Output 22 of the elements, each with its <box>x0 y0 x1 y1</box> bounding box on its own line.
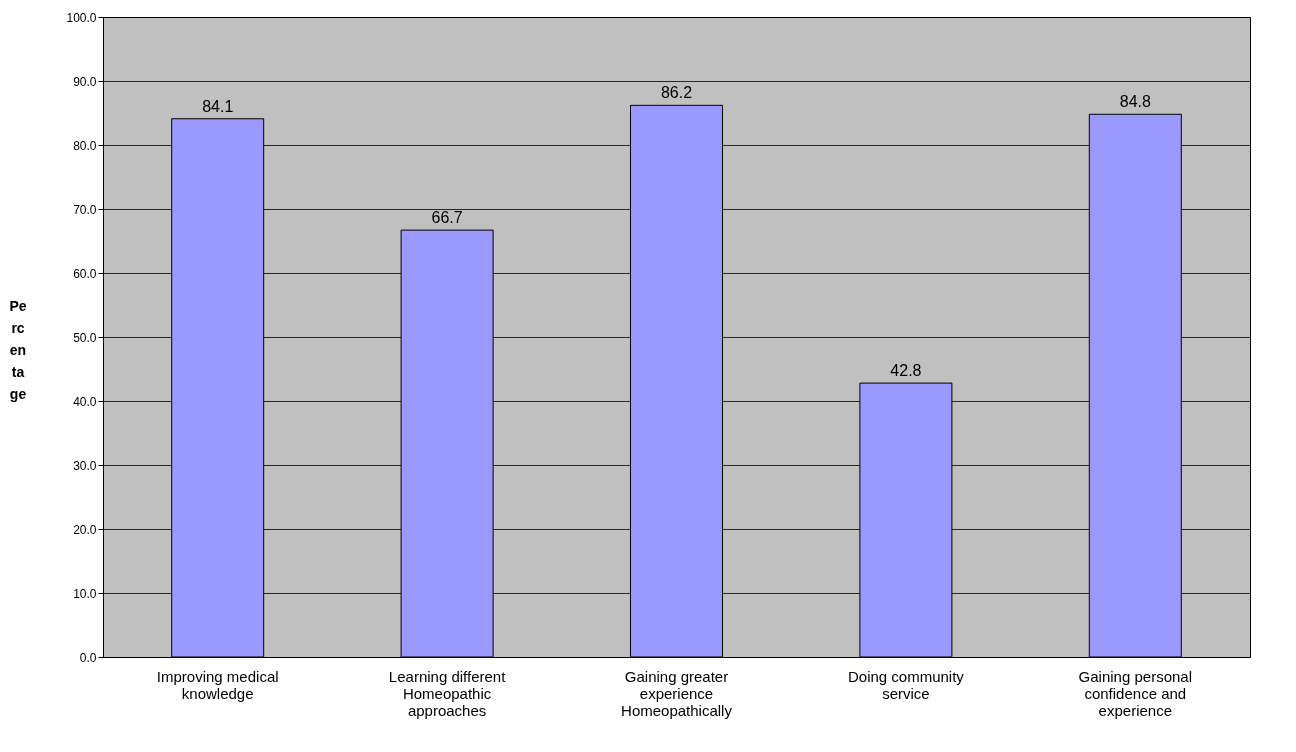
data-label: 42.8 <box>890 362 922 380</box>
y-tick-label: 90.0 <box>73 74 97 89</box>
data-label: 84.1 <box>202 97 234 115</box>
y-tick-label: 80.0 <box>73 138 97 153</box>
x-tick-label: Learning different Homeopathic approaches <box>388 667 507 719</box>
data-label: 66.7 <box>431 209 463 227</box>
data-label: 86.2 <box>660 84 693 102</box>
x-tick-label: Improving medical knowledge <box>156 667 279 702</box>
y-tick-label: 100.0 <box>66 10 97 25</box>
y-tick-label: 20.0 <box>73 522 97 537</box>
x-tick-label: Gaining personal confidence and experience <box>1078 667 1193 719</box>
data-label: 84.8 <box>1119 93 1151 111</box>
y-tick-label: 30.0 <box>73 458 97 473</box>
y-tick-label: 70.0 <box>73 202 97 217</box>
y-axis-title: Percentage <box>9 298 27 402</box>
y-tick-label: 10.0 <box>73 586 97 601</box>
y-tick-label: 0.0 <box>79 650 97 665</box>
y-tick-label: 60.0 <box>73 266 97 281</box>
x-tick-label: Gaining greater experience Homeopathically <box>621 667 733 719</box>
y-tick-label: 40.0 <box>73 394 97 409</box>
y-tick-label: 50.0 <box>73 330 97 345</box>
x-tick-label: Doing community service <box>847 667 965 702</box>
